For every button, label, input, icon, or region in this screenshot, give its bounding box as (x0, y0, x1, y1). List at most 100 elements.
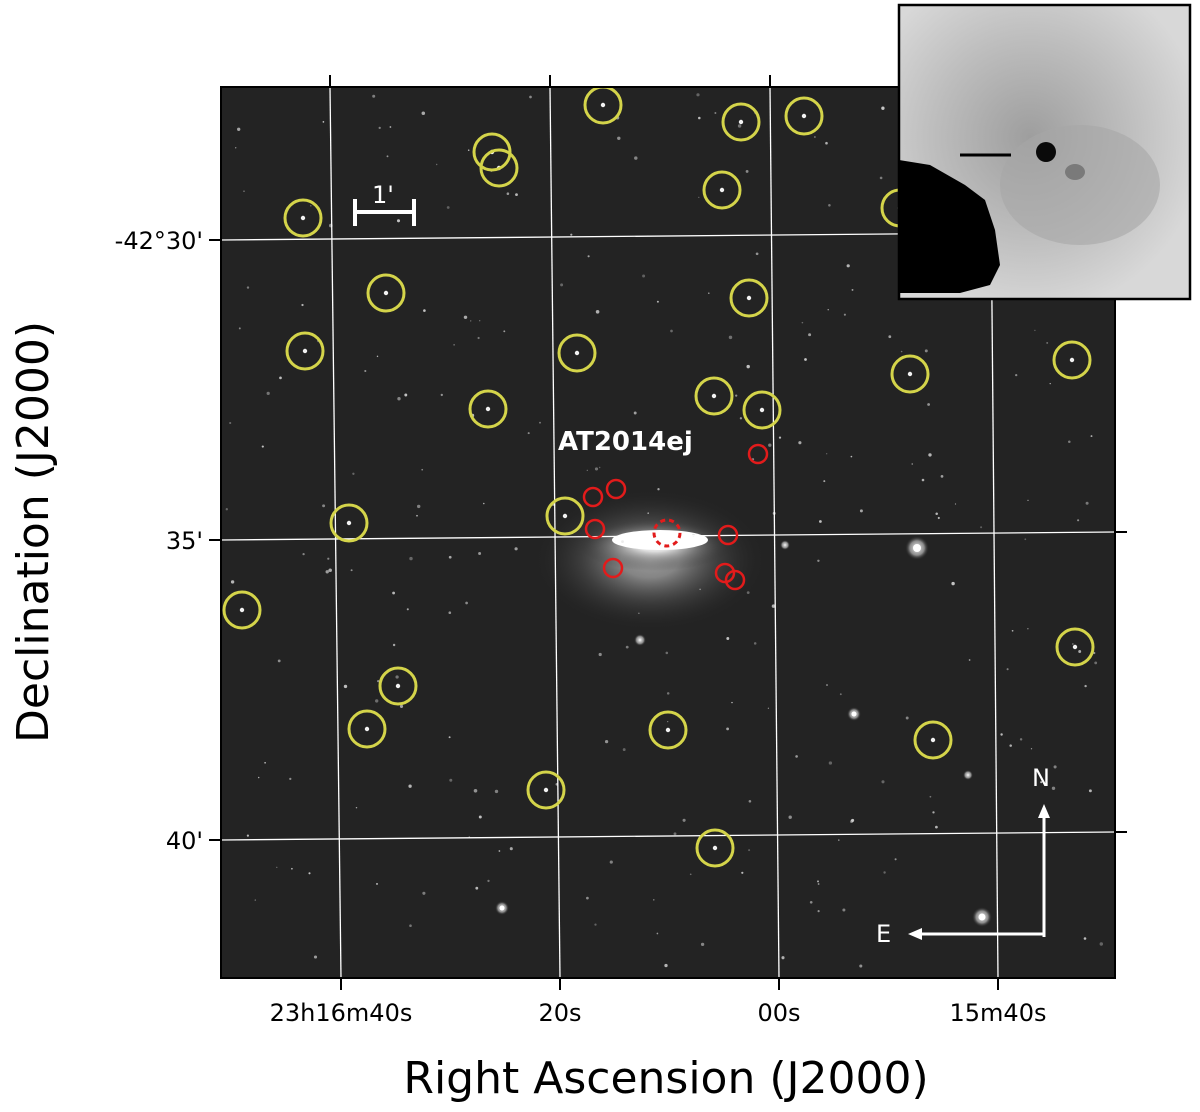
scale-bar (353, 199, 416, 226)
comparison-star-point (346, 520, 352, 526)
comparison-star-circle (378, 666, 418, 706)
faint-star (937, 516, 940, 520)
faint-star (932, 811, 935, 814)
faint-star (327, 557, 330, 560)
faint-star (448, 736, 451, 739)
faint-star (851, 818, 855, 822)
faint-star (642, 274, 646, 278)
faint-star (440, 393, 443, 397)
faint-star (594, 467, 599, 471)
comparison-star-point (746, 295, 752, 301)
faint-star (230, 580, 235, 584)
faint-star (798, 441, 802, 445)
faint-star (817, 880, 819, 883)
faint-star (689, 873, 692, 876)
faint-star (609, 860, 613, 864)
faint-star (883, 871, 886, 874)
scale-bar-label: 1' (372, 181, 394, 209)
faint-star (570, 233, 573, 236)
transient-location-circle (652, 518, 682, 548)
faint-star (352, 472, 355, 475)
faint-star (665, 651, 669, 655)
faint-star (823, 480, 826, 483)
comparison-star-point (485, 406, 491, 412)
comparison-star-circle (695, 828, 735, 868)
faint-star (604, 739, 609, 744)
faint-star (827, 309, 829, 311)
faint-star (656, 300, 659, 303)
faint-star (478, 815, 482, 819)
faint-star (378, 126, 381, 130)
faint-star (653, 899, 655, 901)
faint-star (846, 264, 850, 268)
faint-star (1094, 661, 1098, 665)
faint-star (804, 358, 807, 361)
comparison-star-circle (1052, 340, 1092, 380)
faint-star (238, 327, 241, 330)
faint-star (594, 923, 597, 926)
comparison-star-circle (583, 87, 623, 125)
faint-star (940, 475, 944, 478)
comparison-star-circle (366, 273, 406, 313)
faint-star (1053, 765, 1057, 769)
faint-star (302, 552, 305, 556)
faint-star (322, 121, 325, 123)
faint-star (325, 570, 329, 574)
faint-star (935, 512, 938, 516)
faint-star (421, 111, 426, 116)
faint-star (1000, 733, 1003, 736)
faint-star (389, 126, 392, 128)
faint-star (819, 520, 822, 523)
faint-star (404, 393, 408, 397)
faint-star (927, 403, 930, 406)
comparison-star-point (574, 350, 580, 356)
faint-star (748, 849, 751, 852)
faint-star (817, 559, 820, 563)
faint-star (475, 886, 479, 890)
faint-star (621, 540, 624, 543)
comparison-star-point (665, 727, 671, 733)
faint-star (261, 445, 264, 448)
faint-star (586, 469, 588, 471)
faint-star (657, 488, 660, 491)
faint-star (355, 806, 358, 809)
faint-star (881, 780, 885, 784)
comparison-star-point (1072, 644, 1078, 650)
faint-star (397, 397, 401, 401)
comparison-star-circle (329, 503, 369, 543)
faint-star (781, 956, 785, 960)
faint-star (1027, 628, 1029, 630)
faint-star (894, 858, 897, 861)
faint-star (842, 908, 846, 912)
candidate-circle (584, 518, 606, 540)
candidate-circle (717, 524, 739, 546)
faint-star (264, 761, 266, 764)
faint-star (828, 204, 831, 207)
dec-tick-label-3: 40' (166, 827, 203, 855)
faint-star (748, 800, 752, 803)
faint-star (1046, 341, 1049, 344)
comparison-star-point (1069, 357, 1075, 363)
faint-star (277, 659, 281, 663)
ra-tick-label-4: 15m40s (950, 999, 1047, 1027)
faint-star (539, 421, 541, 424)
comparison-star-point (930, 737, 936, 743)
faint-star (449, 778, 453, 782)
faint-star (771, 604, 776, 608)
faint-star (682, 818, 686, 822)
faint-star (746, 364, 750, 369)
faint-star (788, 815, 792, 819)
comparison-star-circle (890, 354, 930, 394)
faint-star (838, 839, 840, 841)
comparison-star-circle (468, 389, 508, 429)
faint-star (647, 512, 649, 514)
faint-star (924, 349, 928, 353)
faint-star (768, 443, 772, 447)
faint-star (809, 900, 813, 904)
faint-star (421, 468, 424, 471)
comparison-star-circle (721, 102, 761, 142)
faint-star (622, 748, 626, 752)
faint-star (954, 503, 957, 505)
faint-star (301, 303, 304, 307)
faint-star (1011, 629, 1014, 632)
